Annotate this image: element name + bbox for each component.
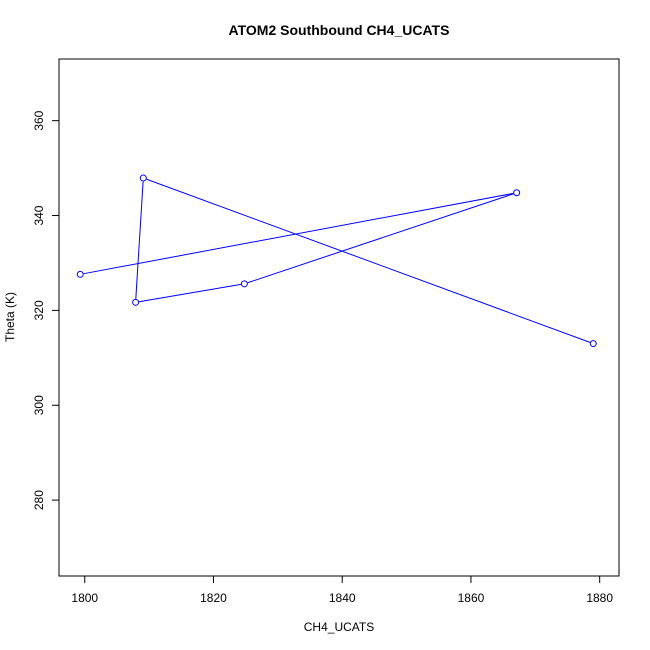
data-point	[132, 298, 140, 306]
x-tick-label: 1820	[200, 591, 227, 605]
y-tick-label: 280	[32, 490, 46, 510]
plot-frame	[58, 58, 620, 577]
data-point	[139, 174, 147, 182]
y-axis-label: Theta (K)	[3, 292, 17, 342]
data-point	[589, 340, 597, 348]
data-point	[240, 280, 248, 288]
y-axis: 280 300 320 340 360	[32, 110, 60, 510]
x-axis-label: CH4_UCATS	[304, 620, 374, 634]
series-line-segment	[247, 193, 514, 284]
y-tick-label: 320	[32, 300, 46, 320]
series-line-segment	[138, 283, 242, 303]
data-point	[513, 189, 521, 197]
y-tick-label: 360	[32, 110, 46, 130]
series-line-segment	[146, 178, 591, 343]
x-axis: 1800 1820 1840 1860 1880	[71, 575, 613, 605]
y-tick-label: 340	[32, 205, 46, 225]
x-tick-label: 1840	[329, 591, 356, 605]
data-point	[76, 270, 84, 278]
x-tick-label: 1880	[586, 591, 613, 605]
y-tick-label: 300	[32, 395, 46, 415]
series-layer	[76, 174, 597, 348]
x-tick-label: 1800	[71, 591, 98, 605]
series-line-segment	[135, 181, 144, 299]
chart-title: ATOM2 Southbound CH4_UCATS	[229, 22, 450, 38]
x-tick-label: 1860	[458, 591, 485, 605]
series-line-segment	[83, 192, 514, 275]
